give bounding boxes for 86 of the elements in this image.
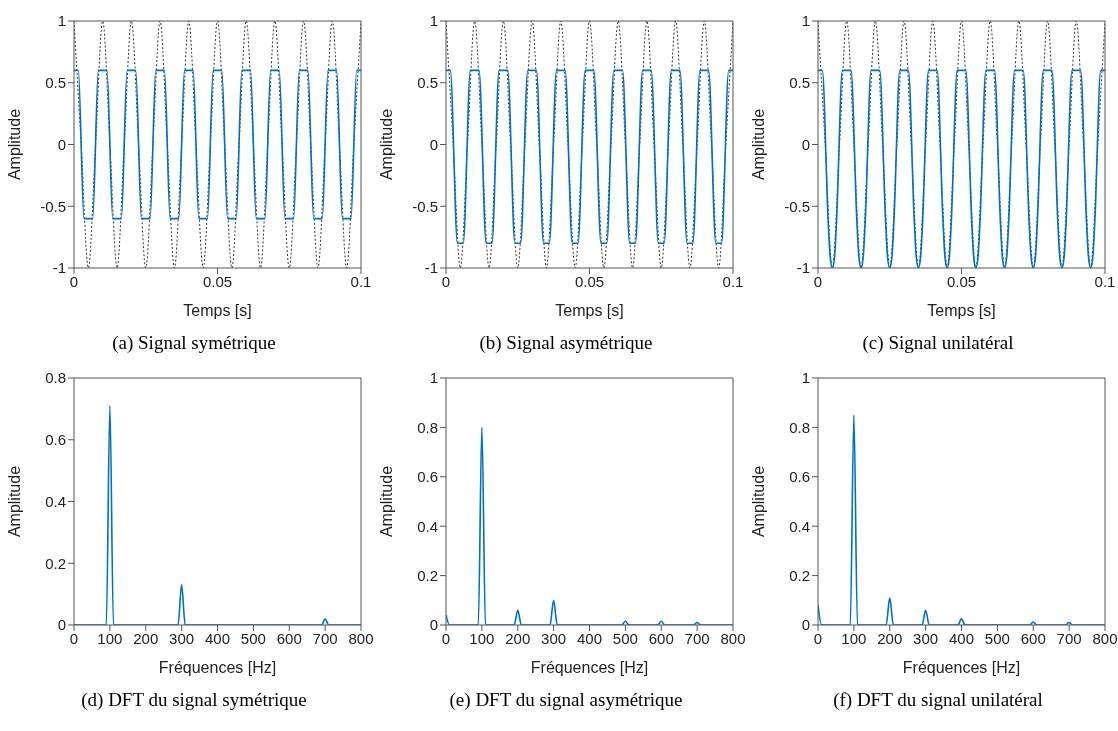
x-axis-title: Fréquences [Hz] [902, 659, 1021, 676]
x-tick-label: 0 [69, 272, 79, 290]
x-tick-label: 300 [913, 629, 939, 647]
y-tick-label: 0.2 [417, 566, 438, 584]
y-tick-label: 1 [429, 12, 438, 30]
x-axis-title: Temps [s] [183, 302, 252, 319]
x-tick-label: 0 [813, 272, 823, 290]
x-tick-label: 500 [240, 629, 266, 647]
y-tick-label: 1 [801, 369, 810, 387]
text: (c) Signal unilatéral [862, 332, 1014, 353]
x-tick-label: 0 [813, 629, 823, 647]
y-tick-label: -0.5 [784, 197, 810, 215]
y-axis-title: Amplitude [5, 108, 23, 181]
y-axis-title: Amplitude [749, 465, 767, 538]
y-tick-label: 0.8 [45, 369, 66, 387]
x-tick-label: 600 [276, 629, 302, 647]
y-tick-label: 0.5 [45, 74, 66, 92]
y-tick-label: 0.6 [417, 468, 438, 486]
y-axis-title: Amplitude [5, 465, 23, 538]
text: (d) DFT du signal symétrique [81, 689, 307, 710]
x-axis-title: Temps [s] [555, 302, 624, 319]
x-tick-label: 0 [441, 272, 451, 290]
y-tick-label: 0.2 [45, 554, 66, 572]
x-tick-label: 700 [312, 629, 338, 647]
x-tick-label: 300 [541, 629, 567, 647]
y-tick-label: 0 [801, 135, 810, 153]
x-tick-label: 300 [169, 629, 195, 647]
y-tick-label: -0.5 [412, 197, 438, 215]
y-tick-label: -1 [52, 259, 66, 277]
y-tick-label: 0 [801, 616, 810, 634]
text: (e) DFT du signal asymétrique [449, 689, 683, 710]
text: (a) Signal symétrique [112, 332, 276, 353]
x-tick-label: 0.05 [202, 272, 233, 290]
y-tick-label: 1 [57, 12, 66, 30]
x-tick-label: 700 [684, 629, 710, 647]
x-tick-label: 400 [576, 629, 603, 647]
y-tick-label: -1 [424, 259, 438, 277]
x-tick-label: 100 [469, 629, 495, 647]
y-tick-label: 0.8 [789, 418, 810, 436]
x-tick-label: 400 [204, 629, 231, 647]
x-tick-label: 0.1 [1094, 272, 1116, 290]
y-tick-label: 0 [429, 135, 438, 153]
x-axis-title: Temps [s] [927, 302, 996, 319]
x-tick-label: 400 [948, 629, 975, 647]
y-tick-label: 0 [57, 135, 66, 153]
y-tick-label: 0 [57, 616, 66, 634]
y-tick-label: 0.6 [45, 431, 66, 449]
y-tick-label: -1 [796, 259, 810, 277]
x-tick-label: 100 [841, 629, 867, 647]
x-tick-label: 0.1 [722, 272, 744, 290]
x-tick-label: 200 [505, 629, 531, 647]
x-tick-label: 0 [69, 629, 79, 647]
x-tick-label: 600 [1020, 629, 1046, 647]
y-tick-label: 0.5 [417, 74, 438, 92]
y-axis-title: Amplitude [749, 108, 767, 181]
x-tick-label: 0.05 [574, 272, 605, 290]
x-tick-label: 600 [648, 629, 674, 647]
y-tick-label: 0.6 [789, 468, 810, 486]
x-tick-label: 800 [720, 629, 746, 647]
x-tick-label: 700 [1056, 629, 1082, 647]
y-tick-label: 0.4 [789, 517, 810, 535]
x-tick-label: 100 [97, 629, 123, 647]
y-tick-label: -0.5 [40, 197, 66, 215]
y-axis-title: Amplitude [377, 108, 395, 181]
x-tick-label: 500 [612, 629, 638, 647]
y-tick-label: 0.4 [45, 492, 66, 510]
x-tick-label: 0.05 [946, 272, 977, 290]
text: (b) Signal asymétrique [479, 332, 653, 353]
y-tick-label: 0.4 [417, 517, 438, 535]
y-tick-label: 0.5 [789, 74, 810, 92]
x-tick-label: 0.1 [350, 272, 372, 290]
y-tick-label: 0.8 [417, 418, 438, 436]
text: (f) DFT du signal unilatéral [833, 689, 1043, 710]
x-axis-title: Fréquences [Hz] [530, 659, 649, 676]
x-tick-label: 200 [877, 629, 903, 647]
x-tick-label: 200 [133, 629, 159, 647]
y-tick-label: 0.2 [789, 566, 810, 584]
y-tick-label: 1 [429, 369, 438, 387]
x-tick-label: 500 [984, 629, 1010, 647]
x-axis-title: Fréquences [Hz] [158, 659, 277, 676]
y-tick-label: 1 [801, 12, 810, 30]
y-axis-title: Amplitude [377, 465, 395, 538]
y-tick-label: 0 [429, 616, 438, 634]
x-tick-label: 800 [1092, 629, 1118, 647]
x-tick-label: 0 [441, 629, 451, 647]
x-tick-label: 800 [348, 629, 374, 647]
